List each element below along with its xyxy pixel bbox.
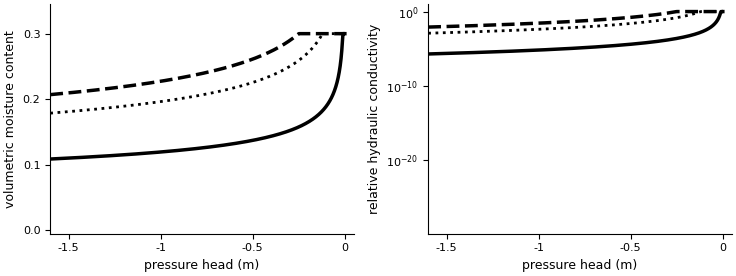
X-axis label: pressure head (m): pressure head (m) (144, 259, 260, 272)
X-axis label: pressure head (m): pressure head (m) (523, 259, 637, 272)
Y-axis label: relative hydraulic conductivity: relative hydraulic conductivity (368, 24, 381, 214)
Y-axis label: volumetric moisture content: volumetric moisture content (4, 30, 17, 208)
